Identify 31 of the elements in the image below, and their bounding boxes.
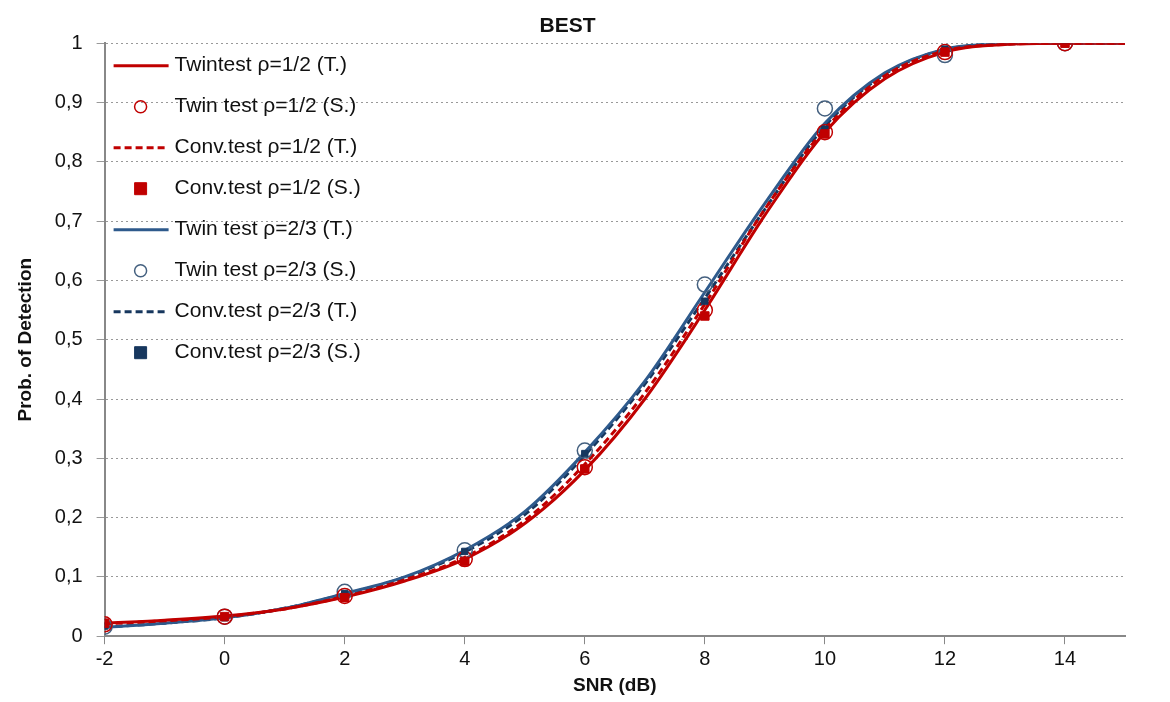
x-tick-label: 4: [459, 646, 471, 669]
legend-label: Conv.test ρ=1/2 (S.): [174, 175, 361, 199]
y-tick-label: 0,9: [54, 90, 83, 113]
y-tick-label: 0,7: [54, 208, 83, 231]
x-tick-label: 8: [699, 646, 711, 669]
x-tick-label: 14: [1053, 646, 1077, 669]
legend-label: Conv.test ρ=2/3 (T.): [174, 298, 358, 322]
x-tick-label: 10: [813, 646, 837, 669]
y-tick-label: 0,3: [54, 445, 83, 468]
y-axis-title: Prob. of Detection: [13, 257, 35, 422]
legend-label: Twin test ρ=1/2 (S.): [174, 93, 357, 117]
x-tick-label: 2: [339, 646, 351, 669]
y-tick-label: 0,5: [54, 327, 83, 350]
y-tick-label: 0,4: [54, 386, 83, 409]
legend-label: Twintest ρ=1/2 (T.): [174, 52, 348, 76]
x-tick-label: 0: [219, 646, 231, 669]
x-tick-label: -2: [95, 646, 114, 669]
chart-title: BEST: [539, 13, 596, 37]
y-tick-label: 0,1: [54, 564, 83, 587]
y-tick-label: 0,2: [54, 505, 83, 528]
x-tick-label: 6: [579, 646, 591, 669]
legend-label: Conv.test ρ=2/3 (S.): [174, 339, 361, 363]
x-tick-label: 12: [933, 646, 957, 669]
y-tick-label: 0: [71, 623, 83, 646]
legend-label: Twin test ρ=2/3 (S.): [174, 257, 357, 281]
y-tick-label: 0,6: [54, 267, 83, 290]
x-axis-title: SNR (dB): [573, 673, 657, 695]
legend-label: Conv.test ρ=1/2 (T.): [174, 134, 358, 158]
y-tick-label: 1: [71, 30, 83, 53]
legend-label: Twin test ρ=2/3 (T.): [174, 216, 353, 240]
y-tick-label: 0,8: [54, 149, 83, 172]
